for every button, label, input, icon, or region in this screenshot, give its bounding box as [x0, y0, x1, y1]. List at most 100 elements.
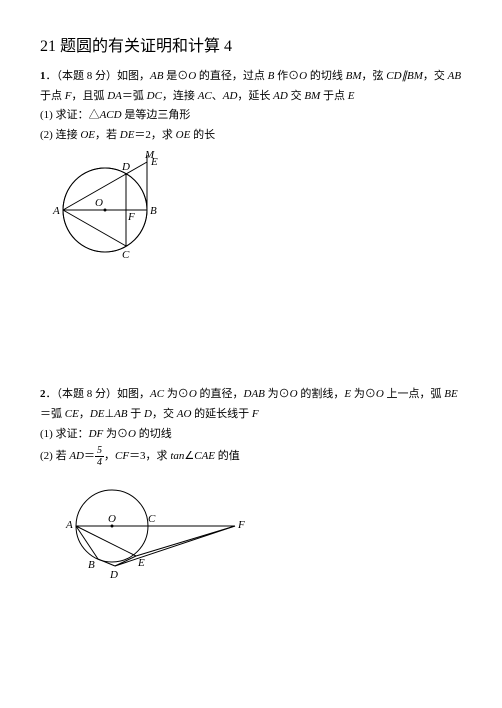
t: 的割线，: [298, 388, 345, 400]
figure-1: M E D O A B F C: [40, 150, 462, 280]
t: DC: [147, 90, 162, 102]
line-ac: [63, 210, 126, 246]
point-o: [104, 209, 107, 212]
t: BM: [304, 90, 320, 102]
t: CE: [65, 408, 79, 420]
t: 作⊙: [274, 70, 299, 82]
t: ＝3，求: [129, 450, 170, 462]
t: 的延长线于: [191, 408, 252, 420]
t: 的直径，过点: [196, 70, 268, 82]
figure-2: A O C F B D E: [40, 486, 462, 586]
t: AD: [69, 450, 84, 462]
t: 是等边三角形: [122, 109, 191, 121]
t: (2) 连接: [40, 129, 80, 141]
lbl2-d: D: [109, 569, 118, 581]
t: 的长: [190, 129, 215, 141]
den: 4: [95, 457, 104, 468]
lbl2-e: E: [137, 557, 145, 569]
t: 为⊙: [265, 388, 290, 400]
t: DE: [90, 408, 105, 420]
t: OE: [80, 129, 95, 141]
p1-line2: 于点 F，且弧 DA＝弧 DC，连接 AC、AD，延长 AD 交 BM 于点 E: [40, 88, 462, 106]
t: ，延长: [237, 90, 273, 102]
t: AB: [114, 408, 127, 420]
t: ＝弧: [122, 90, 147, 102]
t: AB: [448, 70, 461, 82]
t: ＝弧: [40, 408, 65, 420]
t: 于点: [40, 90, 65, 102]
t: 的切线: [136, 428, 172, 440]
t: E: [348, 90, 355, 102]
fig1-svg: M E D O A B F C: [40, 150, 190, 280]
fig2-svg: A O C F B D E: [40, 486, 250, 586]
t: F: [252, 408, 259, 420]
p2-line1: 2．（本题 8 分）如图，AC 为⊙O 的直径，DAB 为⊙O 的割线，E 为⊙…: [40, 386, 462, 404]
t: ⊥: [104, 408, 114, 420]
t: 的切线: [307, 70, 346, 82]
t: AO: [177, 408, 192, 420]
t: 于: [128, 408, 145, 420]
lbl-a: A: [52, 205, 60, 217]
lbl-f: F: [127, 211, 135, 223]
t: AD: [223, 90, 238, 102]
t: DA: [107, 90, 122, 102]
line-bd: [98, 559, 115, 566]
t: ，若: [95, 129, 120, 141]
t: ＝: [84, 450, 95, 462]
p2-line2: ＝弧 CE，DE⊥AB 于 D，交 AO 的延长线于 F: [40, 406, 462, 424]
t: ．（本题 8 分）如图，: [46, 388, 151, 400]
t: 为⊙: [103, 428, 128, 440]
t: 、: [212, 90, 223, 102]
t: 的值: [215, 450, 240, 462]
t: O: [290, 388, 298, 400]
t: DAB: [244, 388, 265, 400]
page-title: 21 题圆的有关证明和计算 4: [40, 32, 462, 56]
t: 为⊙: [164, 388, 189, 400]
p1-q2: (2) 连接 OE，若 DE＝2，求 OE 的长: [40, 127, 462, 145]
t: O: [376, 388, 384, 400]
t: CF: [115, 450, 129, 462]
lbl2-a: A: [65, 519, 73, 531]
t: O: [188, 70, 196, 82]
lbl-o: O: [95, 197, 103, 209]
t: 是⊙: [163, 70, 188, 82]
t: BE: [444, 388, 457, 400]
t: 上一点，弧: [384, 388, 445, 400]
t: CD∥BM: [386, 70, 423, 82]
lbl2-b: B: [88, 559, 95, 571]
lbl-d: D: [121, 161, 130, 173]
t: 的直径，: [197, 388, 244, 400]
t: O: [189, 388, 197, 400]
lbl-c: C: [122, 249, 130, 261]
lbl-e: E: [150, 156, 158, 168]
p1-q1: (1) 求证：△ACD 是等边三角形: [40, 107, 462, 125]
lbl2-c: C: [148, 513, 156, 525]
lbl-b: B: [150, 205, 157, 217]
t: OE: [176, 129, 191, 141]
t: CAE: [194, 450, 215, 462]
t: AD: [273, 90, 288, 102]
t: 于点: [320, 90, 348, 102]
t: 为⊙: [351, 388, 376, 400]
t: O: [128, 428, 136, 440]
fraction: 54: [95, 445, 104, 468]
t: ，且弧: [71, 90, 107, 102]
t: AB: [150, 70, 163, 82]
num: 5: [95, 445, 104, 457]
t: DE: [120, 129, 135, 141]
t: (1) 求证：: [40, 428, 89, 440]
t: ，: [104, 450, 115, 462]
t: ACD: [100, 109, 122, 121]
t: O: [299, 70, 307, 82]
p2-q2: (2) 若 AD＝54，CF＝3，求 tan∠CAE 的值: [40, 445, 462, 468]
t: ，交: [152, 408, 177, 420]
t: 交: [288, 90, 305, 102]
t: ，弦: [361, 70, 386, 82]
t: ，交: [423, 70, 448, 82]
t: ，: [79, 408, 90, 420]
t: ＝2，求: [134, 129, 175, 141]
t: (2) 若: [40, 450, 69, 462]
t: AC: [150, 388, 164, 400]
p1-line1: 1．（本题 8 分）如图，AB 是⊙O 的直径，过点 B 作⊙O 的切线 BM，…: [40, 68, 462, 86]
p2-q1: (1) 求证：DF 为⊙O 的切线: [40, 426, 462, 444]
